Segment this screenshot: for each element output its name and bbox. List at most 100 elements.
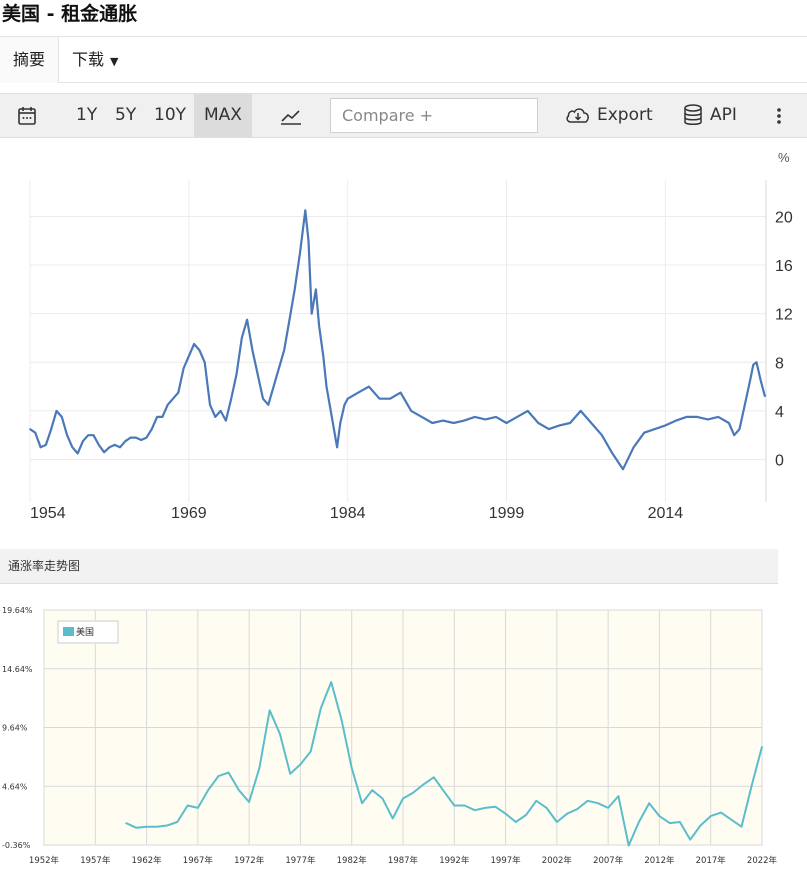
data-point [717, 416, 720, 418]
tab-summary[interactable]: 摘要 [0, 37, 59, 83]
data-point [307, 239, 310, 242]
api-label: API [710, 105, 737, 125]
data-point [558, 424, 561, 427]
data-point [696, 416, 698, 418]
data-point [230, 397, 233, 400]
data-point [699, 824, 702, 827]
data-point [140, 439, 142, 441]
range-max-button[interactable]: MAX [194, 94, 252, 137]
data-point [730, 818, 733, 821]
range-5y-button[interactable]: 5Y [115, 105, 137, 125]
data-point [675, 419, 677, 422]
caret-down-icon: ▼ [110, 55, 119, 68]
data-point [422, 783, 425, 786]
data-point [586, 800, 589, 802]
data-point [412, 791, 415, 794]
data-point [346, 397, 349, 400]
cloud-download-icon [565, 106, 591, 124]
data-point [246, 318, 248, 321]
data-point [278, 367, 280, 370]
data-point [304, 209, 307, 212]
data-point [39, 446, 42, 449]
data-point [627, 844, 630, 847]
data-point [251, 349, 254, 351]
data-point [289, 772, 291, 775]
data-point [315, 288, 317, 291]
data-point [622, 468, 624, 470]
data-point [103, 451, 105, 453]
line-chart-icon[interactable] [280, 106, 302, 126]
data-point [759, 379, 762, 382]
page-title: 美国 - 租金通胀 [2, 3, 138, 25]
data-point [267, 403, 270, 406]
x-tick-label: 2022年 [747, 855, 778, 866]
y-tick-label: 20 [775, 209, 793, 226]
x-tick-label: 2014 [648, 505, 684, 522]
data-point [108, 446, 111, 449]
data-point [145, 436, 148, 439]
more-vertical-icon[interactable] [776, 106, 782, 126]
data-point [556, 821, 558, 823]
data-point [391, 817, 394, 820]
data-point [87, 434, 90, 436]
data-point [749, 379, 751, 382]
x-tick-label: 1984 [330, 505, 366, 522]
data-point [176, 821, 179, 823]
tab-download[interactable]: 下载 ▼ [72, 37, 118, 83]
export-label: Export [597, 105, 653, 125]
data-point [381, 797, 384, 800]
y-tick-label: 16 [775, 258, 793, 275]
data-point [579, 410, 582, 412]
x-tick-label: 2002年 [542, 855, 573, 866]
data-point [248, 801, 250, 803]
data-point [463, 419, 465, 422]
data-point [494, 805, 497, 808]
data-point [320, 707, 322, 709]
x-tick-label: 2012年 [644, 855, 675, 866]
data-point [516, 416, 518, 418]
data-point [545, 807, 548, 809]
data-point [156, 825, 158, 828]
data-point [410, 410, 413, 412]
y-tick-label: 9.64% [2, 724, 28, 733]
data-point [340, 718, 343, 721]
database-icon [683, 104, 703, 126]
data-point [720, 811, 722, 814]
x-tick-label: 2007年 [593, 855, 624, 866]
export-button[interactable]: Export [565, 94, 653, 137]
data-point [331, 416, 333, 418]
calendar-icon[interactable] [17, 106, 37, 126]
data-point [432, 776, 435, 779]
data-point [197, 807, 199, 809]
data-point [82, 440, 84, 443]
data-point [357, 391, 360, 394]
data-point [60, 416, 63, 418]
data-point [172, 397, 174, 400]
data-point [617, 795, 620, 797]
compare-input[interactable]: Compare + [330, 98, 538, 133]
data-point [129, 436, 132, 439]
data-point [750, 784, 753, 787]
data-point [728, 422, 730, 424]
api-button[interactable]: API [683, 94, 737, 137]
data-point [443, 790, 445, 793]
data-point [318, 325, 320, 327]
data-point [207, 789, 209, 792]
data-point [198, 349, 201, 351]
data-point [473, 416, 476, 418]
data-point [679, 821, 681, 823]
data-point [601, 434, 603, 436]
x-tick-label: 1954 [30, 505, 66, 522]
data-point [504, 812, 507, 815]
y-tick-label: 8 [775, 355, 784, 372]
range-1y-button[interactable]: 1Y [76, 105, 98, 125]
data-point [76, 452, 79, 455]
data-point [309, 750, 312, 753]
data-point [484, 807, 486, 809]
data-point [752, 363, 755, 366]
data-point [515, 821, 517, 823]
data-point [685, 416, 688, 418]
range-10y-button[interactable]: 10Y [154, 105, 187, 125]
data-point [378, 397, 381, 400]
data-point [66, 434, 68, 436]
